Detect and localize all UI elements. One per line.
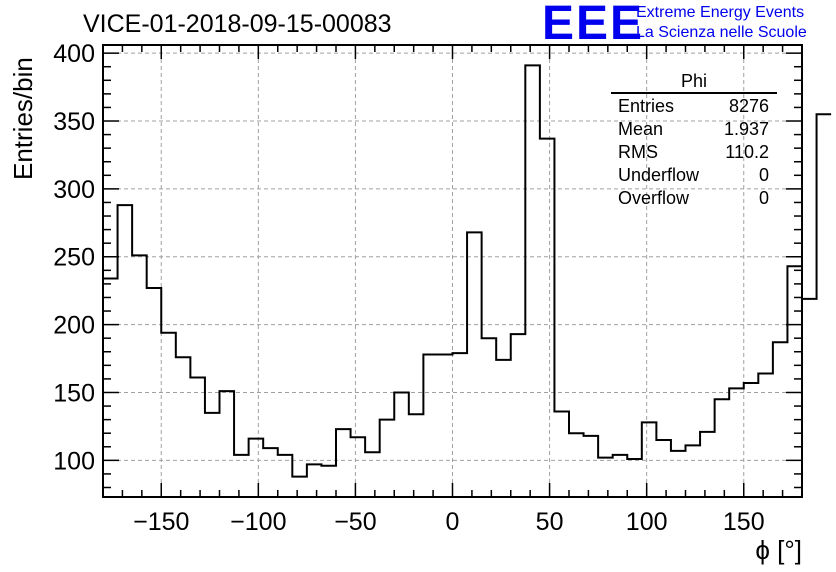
plot-title: VICE-01-2018-09-15-00083 [83, 10, 392, 38]
stats-value: 0 [758, 165, 769, 185]
y-tick-label: 200 [53, 312, 95, 340]
x-tick-label: 50 [536, 508, 564, 536]
stats-value: 0 [758, 188, 769, 208]
plot-frame [102, 44, 803, 498]
x-tick-label: −50 [334, 508, 376, 536]
x-tick-label: −100 [230, 508, 286, 536]
stats-title: Phi [611, 70, 777, 94]
stats-label: Entries [618, 96, 675, 116]
x-tick-label: 150 [723, 508, 765, 536]
logo-caption: Extreme Energy Events La Scienza nelle S… [636, 3, 807, 43]
stats-value: 1.937 [723, 119, 769, 139]
y-tick-label: 150 [53, 379, 95, 407]
logo-line-2: La Scienza nelle Scuole [636, 24, 807, 41]
axis-ticks [102, 45, 803, 497]
tick-labels: −150 −100 −50 0 50 100 150 100 150 200 250 300 350 40… [53, 40, 764, 536]
y-tick-label: 350 [53, 108, 95, 136]
stats-row: Underflow 0 [611, 164, 777, 187]
stats-label: Overflow [618, 188, 690, 208]
stats-value: 8276 [728, 96, 769, 116]
stats-label: Underflow [618, 165, 700, 185]
stats-label: RMS [618, 142, 658, 162]
x-tick-label: 0 [446, 508, 460, 536]
logo-line-1: Extreme Energy Events [636, 4, 805, 21]
y-tick-label: 300 [53, 176, 95, 204]
stats-row: Overflow 0 [611, 187, 777, 210]
y-axis-label: Entries/bin [8, 57, 38, 180]
grid-lines [103, 45, 802, 497]
y-tick-label: 100 [53, 447, 95, 475]
x-axis-label: ϕ [°] [755, 535, 802, 565]
eee-logo: EEE [542, 0, 645, 50]
x-tick-label: 100 [626, 508, 668, 536]
y-tick-label: 400 [53, 40, 95, 68]
stats-row: RMS 110.2 [611, 141, 777, 164]
stats-label: Mean [618, 119, 664, 139]
stats-row: Mean 1.937 [611, 118, 777, 141]
x-tick-label: −150 [133, 508, 189, 536]
stats-value: 110.2 [725, 142, 769, 162]
stats-row: Entries 8276 [611, 95, 777, 118]
histogram-line [103, 64, 832, 478]
y-tick-label: 250 [53, 244, 95, 272]
stats-box: Phi Entries 8276 Mean 1.937 RMS 110.2 Under… [611, 70, 777, 210]
